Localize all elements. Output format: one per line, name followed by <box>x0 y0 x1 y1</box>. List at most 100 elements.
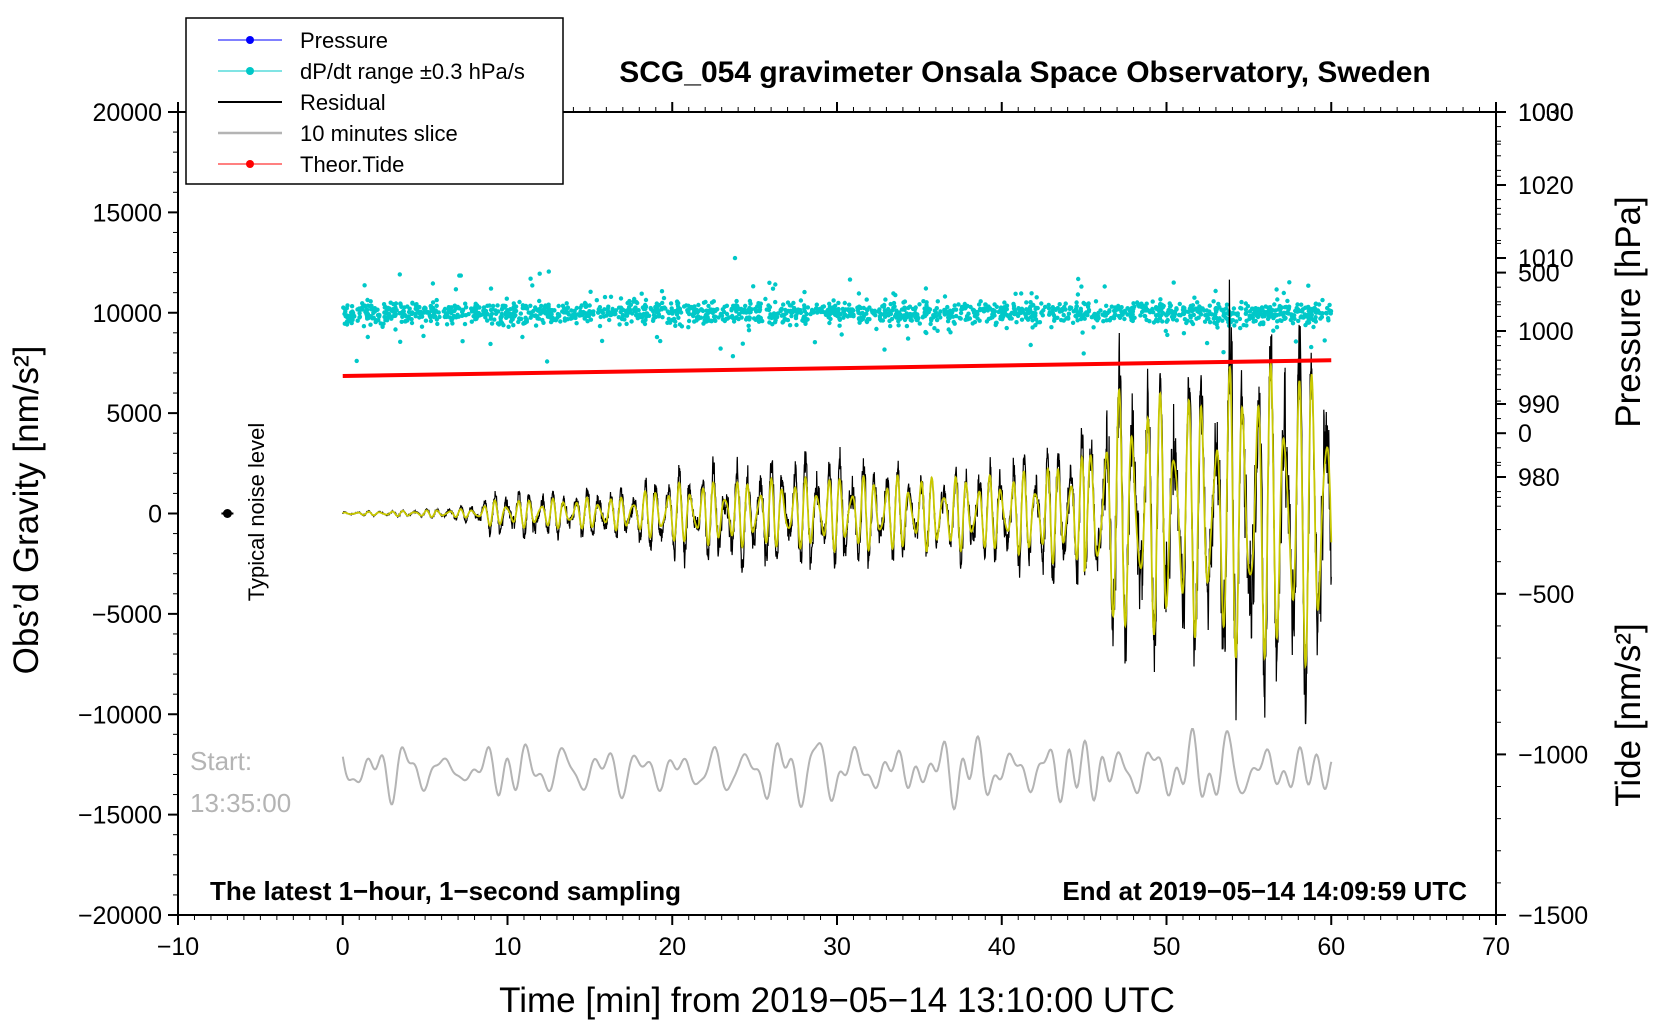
residual-filtered-series-line <box>342 360 1333 670</box>
dpdt-point <box>678 310 684 315</box>
dpdt-point <box>905 336 911 341</box>
dpdt-point <box>453 287 459 292</box>
dpdt-point <box>523 305 528 311</box>
dpdt-point <box>604 313 609 318</box>
dpdt-point <box>1084 312 1089 317</box>
dpdt-point <box>1158 297 1163 302</box>
dpdt-point <box>751 284 756 289</box>
dpdt-point <box>1039 301 1044 306</box>
dpdt-point <box>849 310 854 316</box>
dpdt-point <box>1195 300 1200 305</box>
dpdt-point <box>524 319 529 324</box>
dpdt-point <box>504 315 509 320</box>
dpdt-point <box>457 273 462 278</box>
dpdt-point <box>686 318 692 324</box>
dpdt-point <box>744 310 749 315</box>
dpdt-point <box>564 301 569 306</box>
dpdt-point <box>891 300 897 306</box>
dpdt-point <box>811 309 816 314</box>
dpdt-point <box>350 312 355 318</box>
dpdt-point <box>1251 319 1256 324</box>
dpdt-point <box>767 320 772 325</box>
dpdt-point <box>967 316 973 321</box>
dpdt-point <box>774 312 779 317</box>
y-left-tick-label: −15000 <box>78 802 162 830</box>
dpdt-point <box>512 306 517 311</box>
y-axis-left-title: Obs’d Gravity [nm/s²] <box>7 346 46 675</box>
dpdt-point <box>847 277 853 282</box>
dpdt-point <box>747 298 753 304</box>
dpdt-point <box>889 316 895 322</box>
dpdt-point <box>1050 308 1055 313</box>
dpdt-point <box>963 317 968 322</box>
dpdt-point <box>1251 311 1256 316</box>
dpdt-point <box>372 309 377 314</box>
start-label: Start: <box>190 746 252 776</box>
dpdt-point <box>357 311 362 316</box>
dpdt-point <box>831 307 837 313</box>
dpdt-point <box>1007 316 1013 321</box>
dpdt-point <box>659 307 664 312</box>
dpdt-point <box>1153 313 1159 318</box>
dpdt-point <box>499 307 505 312</box>
dpdt-point <box>837 323 842 328</box>
pressure-tick-label: 990 <box>1518 391 1560 419</box>
dpdt-point <box>1327 308 1332 313</box>
dpdt-point <box>608 294 614 299</box>
dpdt-point <box>1202 308 1207 313</box>
x-tick-label: 0 <box>336 933 350 961</box>
dpdt-point <box>861 305 866 311</box>
dpdt-point <box>1129 305 1135 311</box>
dpdt-point <box>1014 320 1019 325</box>
dpdt-point <box>1211 299 1216 304</box>
dpdt-point <box>691 313 696 319</box>
dpdt-point <box>397 311 402 316</box>
dpdt-point <box>867 317 872 322</box>
dpdt-point <box>428 318 434 324</box>
dpdt-point <box>1061 312 1066 318</box>
dpdt-point <box>988 315 994 321</box>
tide-tick-label: −1500 <box>1518 902 1588 930</box>
dpdt-point <box>1197 305 1203 310</box>
dpdt-point <box>1267 314 1273 319</box>
dpdt-point <box>501 303 507 308</box>
dpdt-point <box>537 298 542 304</box>
dpdt-point <box>631 299 636 304</box>
dpdt-point <box>732 255 738 261</box>
dpdt-point <box>605 306 610 312</box>
dpdt-point <box>485 312 490 317</box>
dpdt-point <box>843 312 848 318</box>
dpdt-point <box>712 317 717 323</box>
dpdt-point <box>495 303 500 308</box>
dpdt-point <box>1153 305 1159 310</box>
dpdt-point <box>1092 311 1097 317</box>
dpdt-point <box>444 322 450 327</box>
dpdt-point <box>910 312 915 317</box>
dpdt-point <box>509 316 515 322</box>
dpdt-point <box>391 313 396 319</box>
dpdt-point <box>518 311 523 316</box>
dpdt-point <box>1118 307 1123 312</box>
dpdt-point <box>1286 307 1291 312</box>
dpdt-point <box>942 312 947 317</box>
dpdt-point <box>1244 310 1249 315</box>
footer-left-note: The latest 1−hour, 1−second sampling <box>210 876 681 906</box>
dpdt-point <box>570 312 576 317</box>
dpdt-point <box>794 322 799 328</box>
dpdt-point <box>1203 313 1208 318</box>
dpdt-point <box>686 325 691 330</box>
dpdt-point <box>483 315 488 320</box>
dpdt-point <box>501 323 506 328</box>
dpdt-point <box>1320 311 1325 316</box>
x-tick-label: −10 <box>157 933 199 961</box>
dpdt-point <box>1013 291 1018 296</box>
dpdt-point <box>551 317 556 323</box>
dpdt-point <box>921 299 926 304</box>
dpdt-point <box>1259 312 1265 318</box>
dpdt-point <box>451 313 457 319</box>
dpdt-point <box>619 306 625 312</box>
y-axis-tide-title: Tide [nm/s²] <box>1609 623 1648 806</box>
dpdt-point <box>801 314 807 319</box>
dpdt-point <box>1049 325 1054 330</box>
dpdt-point <box>1110 315 1116 320</box>
